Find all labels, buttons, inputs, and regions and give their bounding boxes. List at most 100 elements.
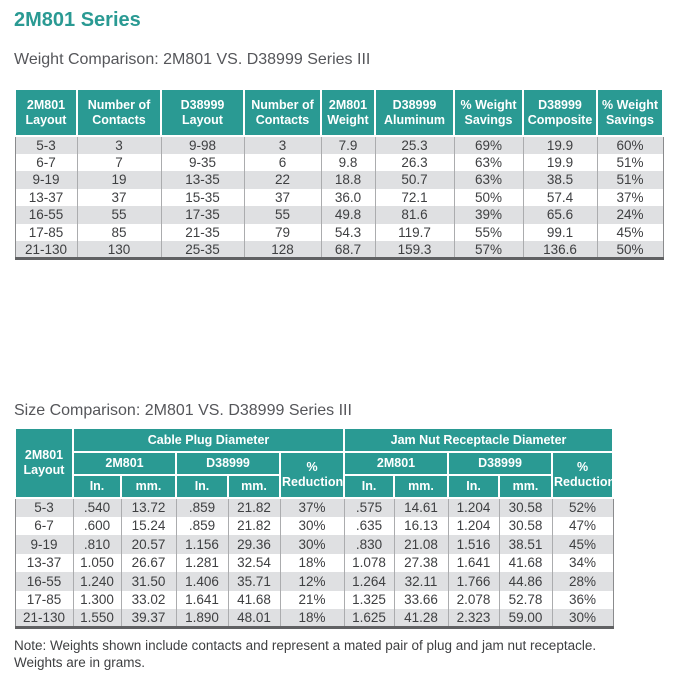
value-cell: 9-35: [160, 153, 244, 171]
value-cell: .600: [72, 516, 121, 535]
value-cell: 21%: [279, 590, 345, 609]
value-cell: 38.5: [522, 171, 597, 189]
value-cell: 45%: [551, 535, 614, 554]
subheader-d38999: D38999: [447, 451, 554, 476]
unit-header-millimeters: mm.: [393, 474, 450, 499]
column-header-weight-savings: % Weight Savings: [453, 88, 524, 137]
value-cell: 30.58: [498, 498, 553, 517]
group-header-jam-nut-receptacle-diameter: Jam Nut Receptacle Diameter: [343, 427, 615, 453]
unit-header-inches: In.: [447, 474, 501, 499]
weight-table-body: 5-3 3 9-98 3 7.9 25.3 69% 19.9 60% 6-7 7 9-35 6 9.8 26…: [14, 136, 664, 260]
unit-header-inches: In.: [343, 474, 396, 499]
value-cell: 50%: [596, 241, 664, 260]
table-row: 21-130 1.550 39.37 1.890 48.01 18% 1.625 41.28 2…: [14, 609, 614, 629]
value-cell: 136.6: [522, 241, 597, 260]
layout-cell: 6-7: [14, 516, 73, 535]
value-cell: 41.68: [227, 590, 280, 609]
value-cell: 37: [243, 188, 321, 206]
table-header-unit-row: In. mm. In. mm. In. mm. In. mm.: [15, 474, 613, 499]
value-cell: 19.9: [522, 136, 597, 154]
weight-table-header: 2M801 Layout Number of Contacts D38999 L…: [14, 88, 664, 137]
table-row: 13-37 37 15-35 37 36.0 72.1 50% 57.4 37%: [14, 188, 664, 206]
value-cell: 50.7: [374, 171, 454, 189]
size-comparison-table: 2M801 Layout Cable Plug Diameter Jam Nut…: [14, 427, 615, 629]
unit-header-millimeters: mm.: [120, 474, 177, 499]
value-cell: 52.78: [498, 590, 553, 609]
value-cell: 25.3: [374, 136, 454, 154]
value-cell: 1.281: [175, 553, 228, 572]
column-header-2m801-layout: 2M801 Layout: [14, 88, 78, 137]
table-row: 16-55 1.240 31.50 1.406 35.71 12% 1.264 32.11 1.…: [14, 572, 614, 591]
value-cell: 15.24: [120, 516, 176, 535]
value-cell: 72.1: [374, 188, 454, 206]
value-cell: 1.204: [447, 498, 500, 517]
size-table-header: 2M801 Layout Cable Plug Diameter Jam Nut…: [14, 427, 615, 499]
value-cell: 69%: [453, 136, 523, 154]
table-row: 5-3 3 9-98 3 7.9 25.3 69% 19.9 60%: [14, 136, 664, 154]
value-cell: 26.3: [374, 153, 454, 171]
value-cell: 19: [76, 171, 161, 189]
value-cell: 55%: [453, 223, 523, 241]
column-header-d38999-layout: D38999 Layout: [160, 88, 245, 137]
value-cell: 119.7: [374, 223, 454, 241]
group-header-cable-plug-diameter: Cable Plug Diameter: [71, 427, 346, 453]
unit-header-inches: In.: [175, 474, 229, 499]
value-cell: 55: [243, 206, 321, 224]
column-header-d38999-aluminum: D38999 Aluminum: [374, 88, 455, 137]
value-cell: 1.300: [72, 590, 121, 609]
value-cell: 2.078: [447, 590, 500, 609]
layout-cell: 21-130: [14, 241, 77, 260]
layout-cell: 17-85: [14, 590, 73, 609]
page-title: 2M801 Series: [14, 9, 141, 31]
value-cell: 68.7: [320, 241, 375, 260]
value-cell: 48.01: [227, 609, 280, 629]
value-cell: 22: [243, 171, 321, 189]
value-cell: .859: [175, 498, 228, 517]
value-cell: 33.66: [393, 590, 449, 609]
value-cell: 1.204: [447, 516, 500, 535]
value-cell: 21.82: [227, 498, 280, 517]
value-cell: 1.240: [72, 572, 121, 591]
value-cell: 6: [243, 153, 321, 171]
column-header-number-of-contacts: Number of Contacts: [76, 88, 162, 137]
value-cell: 159.3: [374, 241, 454, 260]
value-cell: 57%: [453, 241, 523, 260]
value-cell: 9.8: [320, 153, 375, 171]
footnote-line-1: Note: Weights shown include contacts and…: [14, 638, 597, 653]
value-cell: 18.8: [320, 171, 375, 189]
value-cell: .635: [343, 516, 395, 535]
value-cell: 27.38: [393, 553, 449, 572]
subheader-d38999: D38999: [175, 451, 281, 476]
value-cell: 13-35: [160, 171, 244, 189]
value-cell: 20.57: [120, 535, 176, 554]
table-row: 17-85 1.300 33.02 1.641 41.68 21% 1.325 33.66 2.…: [14, 590, 614, 609]
value-cell: 130: [76, 241, 161, 260]
value-cell: 21.08: [393, 535, 449, 554]
value-cell: 54.3: [320, 223, 375, 241]
value-cell: 45%: [596, 223, 664, 241]
value-cell: 1.156: [175, 535, 228, 554]
value-cell: 26.67: [120, 553, 176, 572]
value-cell: 31.50: [120, 572, 176, 591]
footnote: Note: Weights shown include contacts and…: [14, 637, 662, 671]
layout-cell: 5-3: [14, 498, 73, 517]
value-cell: 49.8: [320, 206, 375, 224]
subheader-pct-reduction: % Reduction: [551, 451, 615, 499]
layout-cell: 13-37: [14, 188, 77, 206]
value-cell: 12%: [279, 572, 345, 591]
value-cell: 1.325: [343, 590, 395, 609]
value-cell: 39%: [453, 206, 523, 224]
value-cell: 1.078: [343, 553, 395, 572]
value-cell: 1.641: [175, 590, 228, 609]
value-cell: 18%: [279, 609, 345, 629]
value-cell: 3: [243, 136, 321, 154]
table-row: 6-7.600 15.24.859 21.82 30% .635 16.13 1.204 30…: [14, 516, 614, 535]
value-cell: .859: [175, 516, 228, 535]
value-cell: 57.4: [522, 188, 597, 206]
value-cell: 59.00: [498, 609, 553, 629]
layout-cell: 16-55: [14, 572, 73, 591]
value-cell: 38.51: [498, 535, 553, 554]
value-cell: 63%: [453, 153, 523, 171]
value-cell: 36.0: [320, 188, 375, 206]
value-cell: 51%: [596, 171, 664, 189]
